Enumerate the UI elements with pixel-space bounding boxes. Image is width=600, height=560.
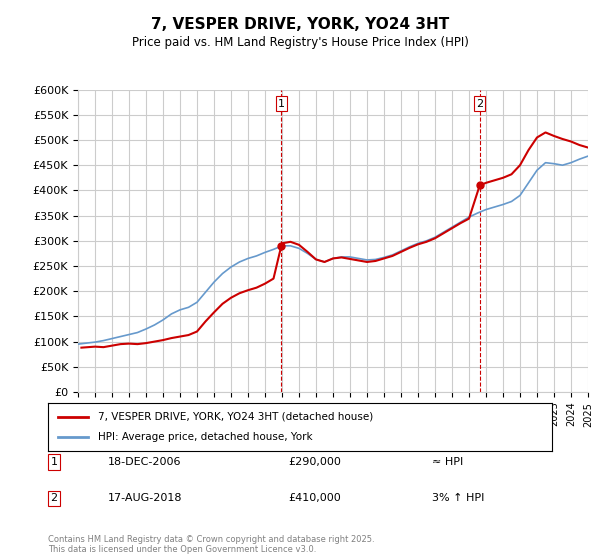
Text: 18-DEC-2006: 18-DEC-2006 <box>108 457 182 467</box>
Text: Contains HM Land Registry data © Crown copyright and database right 2025.
This d: Contains HM Land Registry data © Crown c… <box>48 535 374 554</box>
Text: £410,000: £410,000 <box>288 493 341 503</box>
Text: 1: 1 <box>50 457 58 467</box>
Text: Price paid vs. HM Land Registry's House Price Index (HPI): Price paid vs. HM Land Registry's House … <box>131 36 469 49</box>
Text: 2: 2 <box>476 99 483 109</box>
Text: 2: 2 <box>50 493 58 503</box>
Text: £290,000: £290,000 <box>288 457 341 467</box>
Text: 7, VESPER DRIVE, YORK, YO24 3HT: 7, VESPER DRIVE, YORK, YO24 3HT <box>151 17 449 32</box>
Text: HPI: Average price, detached house, York: HPI: Average price, detached house, York <box>98 432 313 442</box>
Text: 3% ↑ HPI: 3% ↑ HPI <box>432 493 484 503</box>
Text: 1: 1 <box>278 99 285 109</box>
Text: 17-AUG-2018: 17-AUG-2018 <box>108 493 182 503</box>
Text: ≈ HPI: ≈ HPI <box>432 457 463 467</box>
Text: 7, VESPER DRIVE, YORK, YO24 3HT (detached house): 7, VESPER DRIVE, YORK, YO24 3HT (detache… <box>98 412 374 422</box>
